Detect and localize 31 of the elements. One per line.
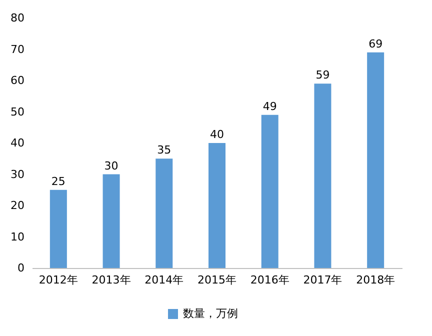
x-tick-label: 2018年	[356, 274, 396, 286]
y-tick-label: 0	[18, 262, 24, 274]
bar	[102, 174, 120, 268]
data-label: 59	[316, 68, 330, 82]
x-tick-label: 2017年	[303, 274, 342, 286]
y-tick-label: 30	[10, 168, 24, 181]
legend-label: 数量，万例	[183, 307, 238, 320]
y-tick-label: 40	[10, 136, 24, 150]
x-tick-label: 2016年	[250, 274, 290, 286]
x-tick-label: 2013年	[92, 274, 131, 286]
data-label: 25	[51, 174, 66, 188]
x-tick-label: 2012年	[38, 274, 78, 286]
data-label: 49	[262, 100, 277, 113]
y-tick-label: 20	[10, 199, 24, 212]
data-label: 69	[368, 37, 383, 50]
bar	[367, 52, 384, 268]
y-tick-label: 50	[10, 105, 24, 118]
data-label: 40	[210, 128, 224, 141]
y-tick-label: 60	[10, 74, 24, 87]
bar	[261, 114, 278, 268]
data-label: 30	[104, 159, 118, 172]
bar	[50, 190, 67, 268]
x-tick-label: 2015年	[198, 274, 236, 286]
data-label: 35	[157, 144, 172, 157]
y-tick-label: 80	[10, 12, 24, 24]
y-tick-label: 10	[10, 230, 24, 244]
bar	[314, 84, 332, 268]
bar	[156, 158, 173, 268]
y-tick-label: 70	[10, 42, 24, 56]
x-tick-label: 2014年	[144, 274, 184, 286]
bar	[208, 143, 226, 268]
